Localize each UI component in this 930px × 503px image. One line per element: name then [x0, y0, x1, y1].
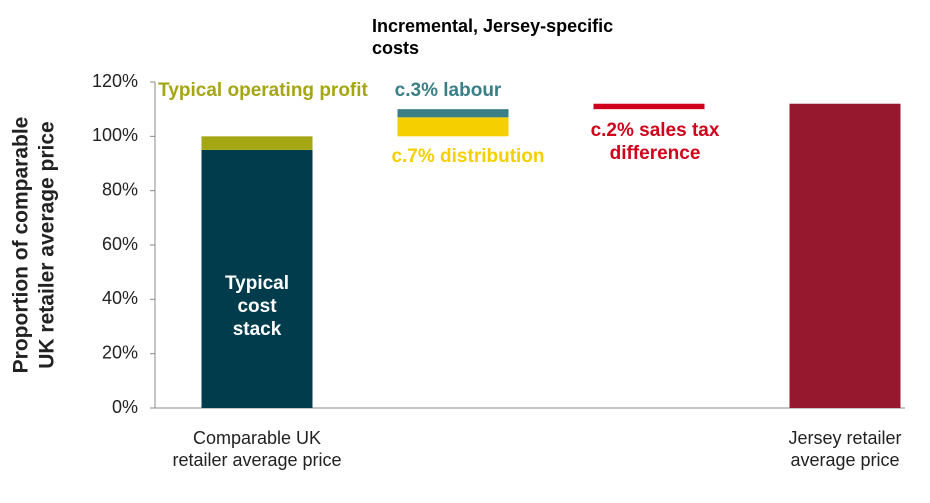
segment-label: Typical operating profit	[158, 80, 368, 101]
y-tick-label: 40%	[102, 288, 138, 308]
y-tick-label: 0%	[112, 397, 138, 417]
segment-label: c.3% labour	[394, 80, 502, 101]
bar-segment	[397, 117, 509, 137]
x-tick-label: Jersey retailer average price	[788, 428, 902, 470]
segment-label: Typical cost stack	[224, 272, 290, 340]
bar-segment	[201, 149, 313, 408]
annotation: Incremental, Jersey-specific costs	[372, 16, 614, 58]
segment-label: c.2% sales tax difference	[590, 120, 720, 164]
y-tick-label: 20%	[102, 342, 138, 362]
y-axis-label: UK retailer average price	[36, 121, 59, 368]
total-bar	[789, 103, 901, 408]
y-tick-label: 80%	[102, 179, 138, 199]
bar-segment	[201, 136, 313, 150]
y-tick-label: 100%	[92, 125, 138, 145]
bar-segment	[397, 109, 509, 118]
y-axis-label: Proportion of comparable	[10, 117, 33, 374]
x-tick-label: Comparable UK retailer average price	[172, 428, 342, 470]
y-tick-label: 60%	[102, 234, 138, 254]
segment-label: c.7% distribution	[391, 146, 545, 167]
y-tick-label: 120%	[92, 71, 138, 91]
bar-segment	[593, 103, 705, 110]
